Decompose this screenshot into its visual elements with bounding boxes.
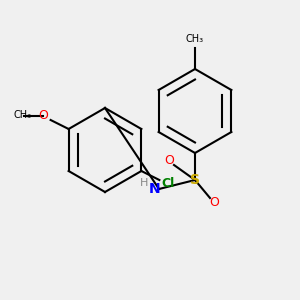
Text: O: O bbox=[38, 109, 48, 122]
Text: O: O bbox=[165, 154, 174, 167]
Text: N: N bbox=[149, 182, 160, 196]
Text: CH₃: CH₃ bbox=[13, 110, 31, 121]
Text: S: S bbox=[190, 173, 200, 187]
Text: H: H bbox=[140, 178, 148, 188]
Text: Cl: Cl bbox=[162, 176, 175, 190]
Text: O: O bbox=[210, 196, 219, 209]
Text: CH₃: CH₃ bbox=[186, 34, 204, 44]
